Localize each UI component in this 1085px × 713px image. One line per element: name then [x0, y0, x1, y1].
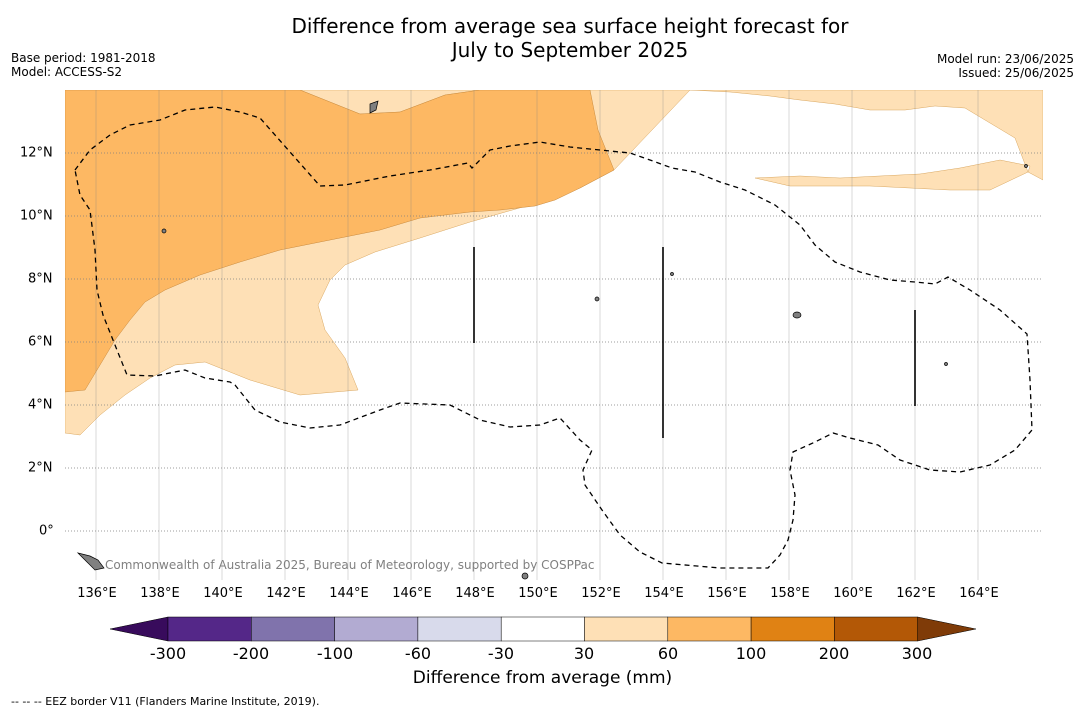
model-name: Model: ACCESS-S2 — [11, 65, 123, 79]
longitude-gridlines — [95, 90, 979, 580]
lat-label: 0° — [39, 523, 54, 539]
model-run: Model run: 23/06/2025 — [936, 52, 1074, 66]
colorbar-tick: 30 — [573, 644, 595, 663]
colorbar-bin — [584, 616, 669, 642]
title-line-1: Difference from average sea surface heig… — [291, 14, 849, 38]
colorbar-bin — [500, 616, 585, 642]
colorbar-bin — [167, 616, 252, 642]
lat-label: 8°N — [28, 271, 53, 287]
lon-label: 158°E — [770, 586, 810, 601]
colorbar-bin — [750, 616, 835, 642]
meta-right: Model run: 23/06/2025 Issued: 25/06/2025 — [937, 52, 1074, 80]
boundary-lines — [473, 247, 916, 438]
lon-label: 154°E — [644, 586, 684, 601]
meta-left: Base period: 1981-2018 Model: ACCESS-S2 — [11, 51, 156, 79]
lon-label: 156°E — [707, 586, 747, 601]
lon-label: 136°E — [77, 586, 117, 601]
lon-label: 142°E — [266, 586, 306, 601]
colorbar-label: Difference from average (mm) — [412, 668, 673, 688]
lon-label: 138°E — [140, 586, 180, 601]
colorbar-tick: 100 — [735, 644, 767, 663]
lat-label: 2°N — [28, 460, 53, 476]
colorbar-bin — [417, 616, 502, 642]
footnote: -- -- -- EEZ border V11 (Flanders Marine… — [11, 695, 320, 708]
anomaly-region-60-100 — [65, 90, 615, 393]
eez-border — [74, 106, 1033, 569]
colorbar-bin — [667, 616, 752, 642]
issued-date: Issued: 25/06/2025 — [958, 66, 1074, 80]
colorbar-tick: -60 — [404, 644, 432, 663]
map-title: Difference from average sea surface heig… — [0, 14, 1085, 62]
title-line-2: July to September 2025 — [451, 38, 689, 62]
latitude-gridlines — [65, 152, 1043, 532]
colorbar-tick: 300 — [901, 644, 933, 663]
lat-label: 10°N — [20, 208, 53, 224]
colorbar-tick: 60 — [657, 644, 679, 663]
colorbar-extend-low — [109, 616, 169, 642]
colorbar-extend-high — [917, 616, 977, 642]
lon-label: 148°E — [455, 586, 495, 601]
colorbar-tick: -300 — [149, 644, 187, 663]
lat-label: 12°N — [20, 145, 53, 161]
lon-label: 150°E — [518, 586, 558, 601]
lon-label: 152°E — [581, 586, 621, 601]
lon-label: 160°E — [833, 586, 873, 601]
copyright-text: Commonwealth of Australia 2025, Bureau o… — [105, 558, 595, 572]
lon-label: 140°E — [203, 586, 243, 601]
colorbar-bin — [834, 616, 918, 642]
lat-label: 4°N — [28, 397, 53, 413]
lon-label: 144°E — [329, 586, 369, 601]
lon-label: 146°E — [392, 586, 432, 601]
colorbar-tick: -30 — [487, 644, 515, 663]
colorbar-bin — [251, 616, 335, 642]
islands — [76, 100, 1028, 580]
colorbar-bin — [334, 616, 419, 642]
lon-label: 164°E — [959, 586, 999, 601]
lat-label: 6°N — [28, 334, 53, 350]
base-period: Base period: 1981-2018 — [11, 51, 156, 65]
lon-label: 162°E — [896, 586, 936, 601]
colorbar-tick: 200 — [818, 644, 850, 663]
colorbar — [109, 616, 977, 642]
colorbar-tick: -200 — [232, 644, 270, 663]
colorbar-tick: -100 — [316, 644, 354, 663]
